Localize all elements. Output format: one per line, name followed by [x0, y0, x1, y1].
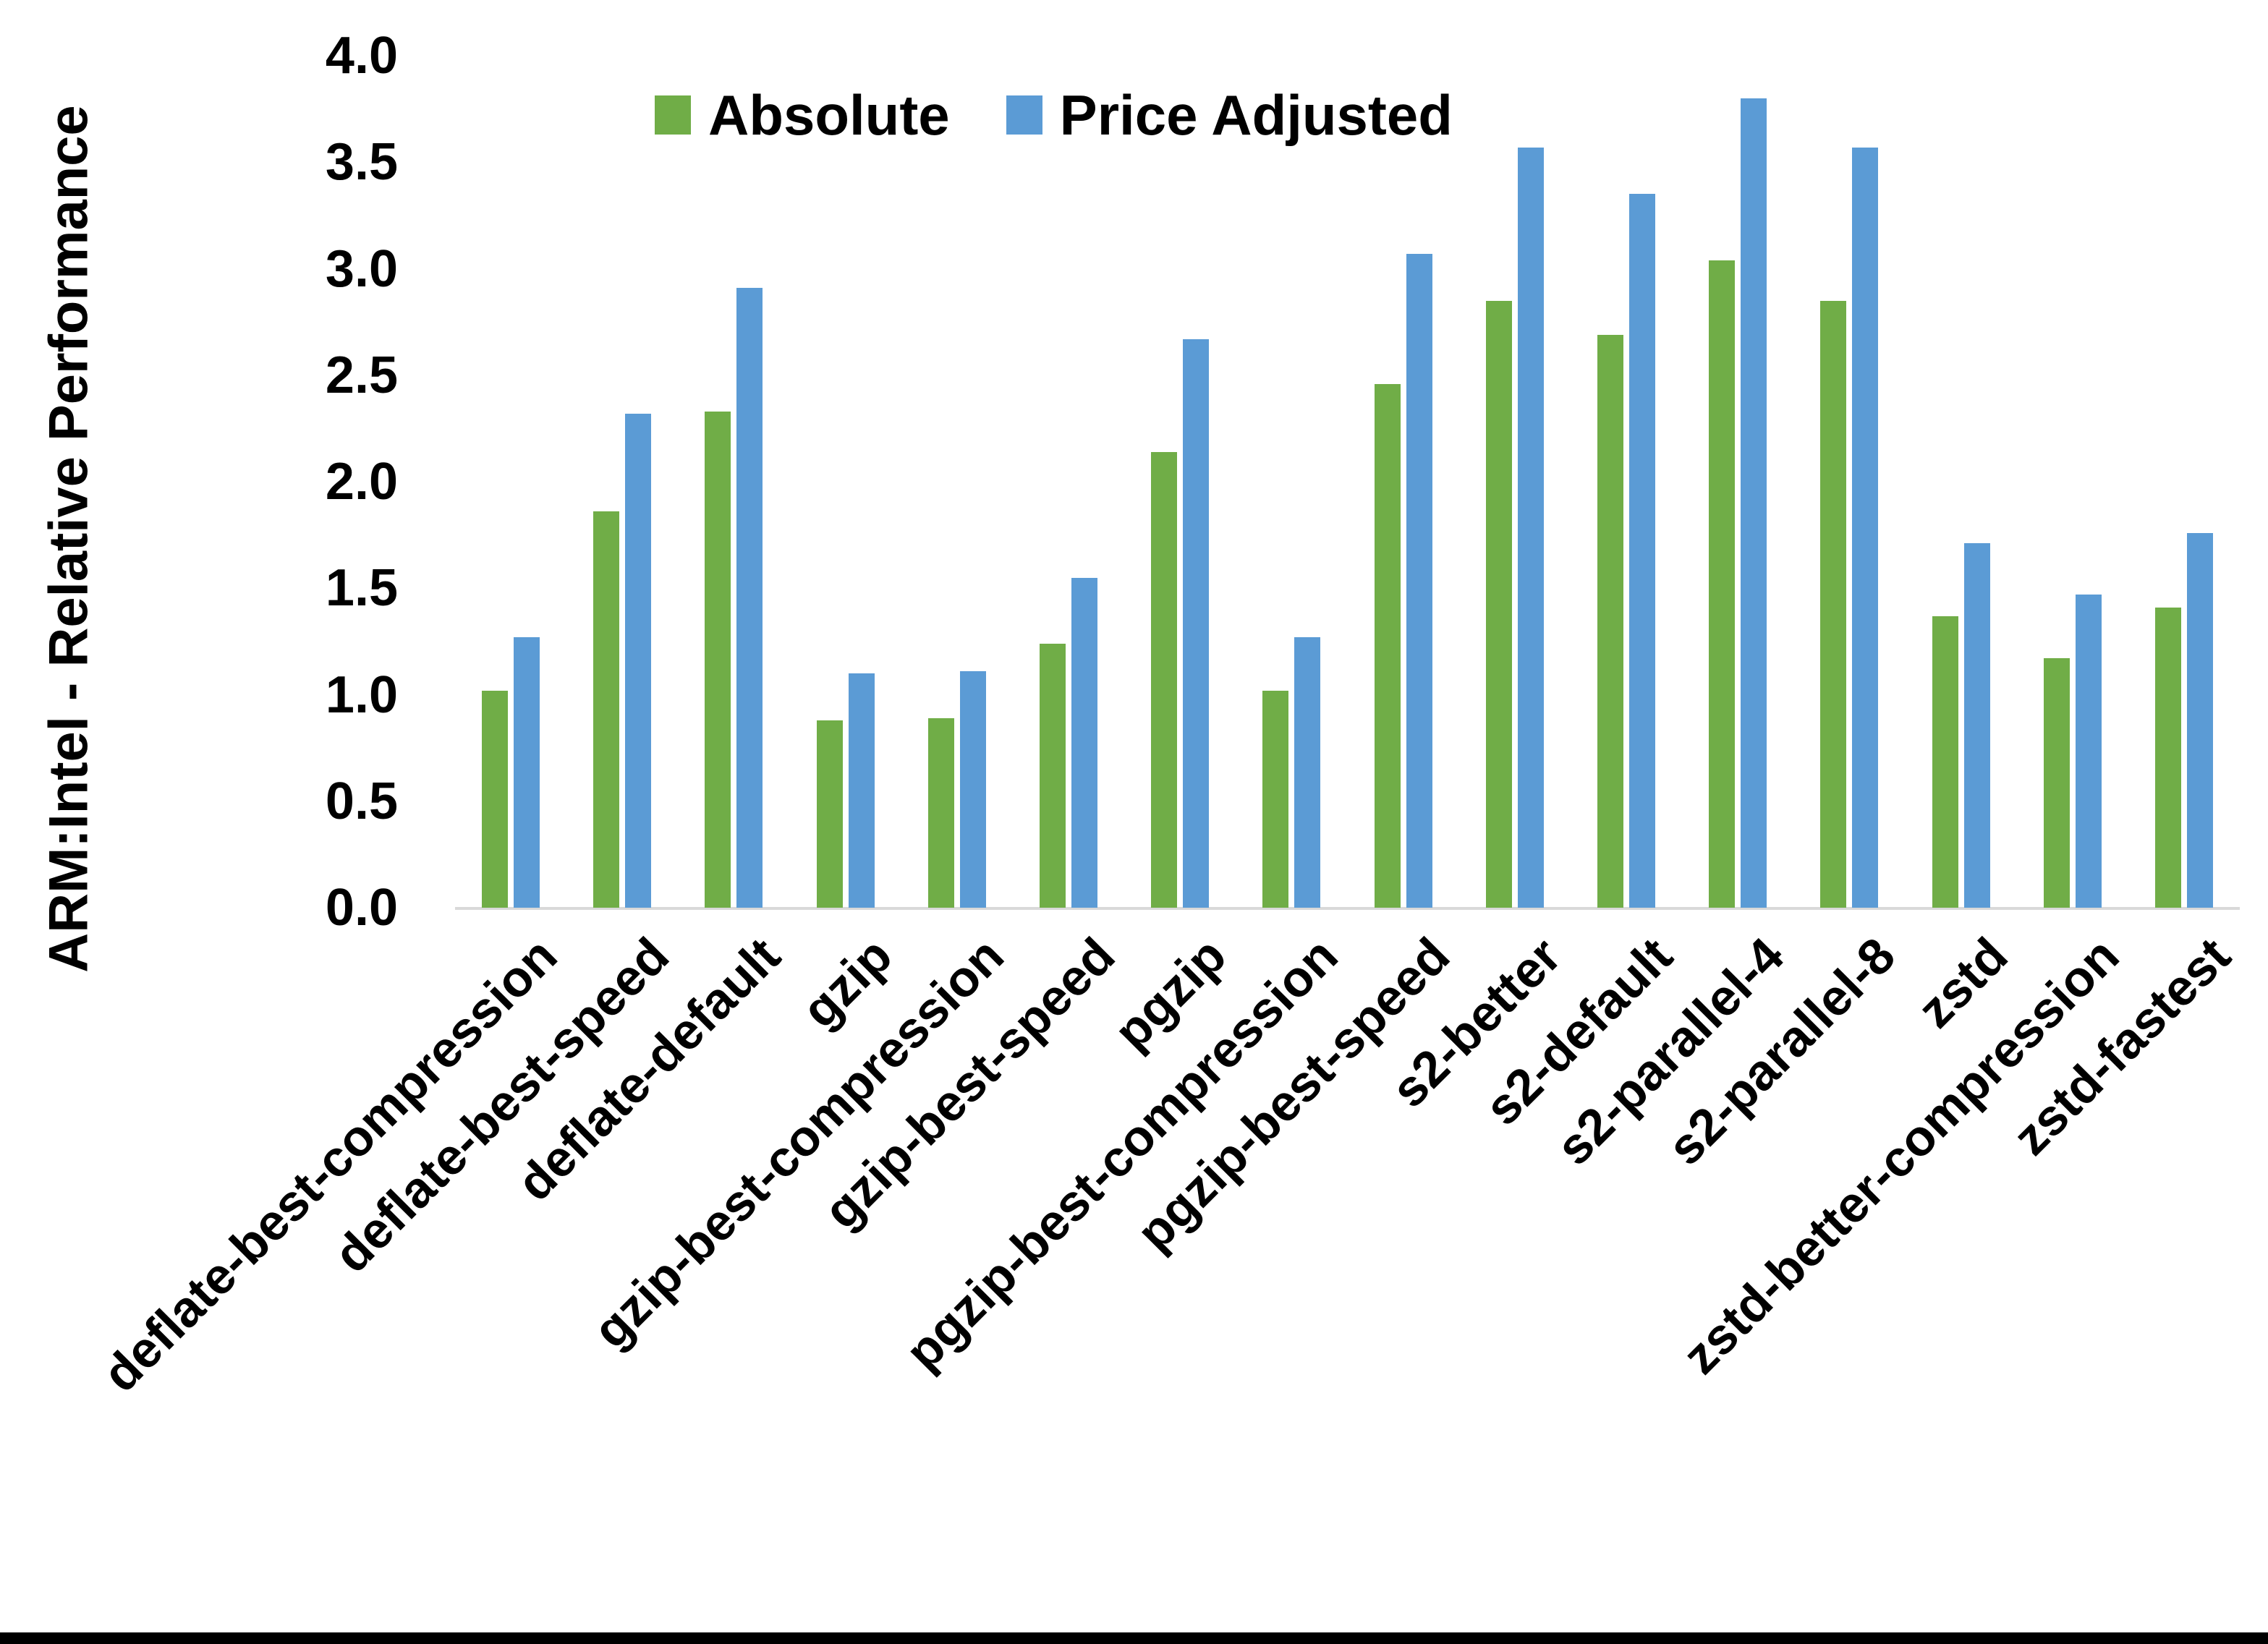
- y-tick-label: 2.5: [325, 346, 398, 404]
- bar-price-adjusted: [625, 414, 651, 908]
- x-tick-label: deflate-best-compression: [92, 927, 568, 1403]
- bar-absolute: [1820, 301, 1846, 908]
- bar-price-adjusted: [849, 673, 875, 908]
- bar-absolute: [928, 718, 954, 908]
- y-tick-label: 0.5: [325, 772, 398, 830]
- bar-price-adjusted: [736, 288, 763, 908]
- bar-price-adjusted: [1741, 98, 1767, 908]
- y-axis-title: ARM:Intel - Relative Performance: [38, 105, 100, 973]
- y-tick-label: 3.5: [325, 133, 398, 191]
- legend-item: Absolute: [655, 87, 950, 143]
- bar-price-adjusted: [1071, 578, 1097, 908]
- legend-label: Absolute: [708, 83, 950, 147]
- bar-absolute: [817, 720, 843, 908]
- y-tick-label: 4.0: [325, 27, 398, 85]
- x-axis-line: [455, 907, 2240, 910]
- bar-price-adjusted: [960, 671, 986, 908]
- bar-absolute: [1151, 452, 1177, 908]
- bar-absolute: [1375, 384, 1401, 908]
- y-tick-label: 2.0: [325, 453, 398, 511]
- bar-absolute: [482, 691, 508, 908]
- bar-price-adjusted: [1852, 148, 1878, 908]
- bar-absolute: [705, 412, 731, 908]
- bar-absolute: [2044, 658, 2070, 908]
- bar-price-adjusted: [1518, 148, 1544, 908]
- bar-price-adjusted: [1294, 637, 1320, 908]
- bar-absolute: [1709, 260, 1735, 908]
- bar-absolute: [2155, 608, 2181, 908]
- bar-absolute: [1262, 691, 1288, 908]
- y-tick-label: 1.0: [325, 666, 398, 724]
- bar-absolute: [593, 511, 619, 908]
- bar-price-adjusted: [2076, 595, 2102, 908]
- bar-absolute: [1597, 335, 1623, 908]
- legend-item: Price Adjusted: [1006, 87, 1453, 143]
- y-tick-label: 0.0: [325, 879, 398, 937]
- bar-price-adjusted: [2187, 533, 2213, 908]
- y-tick-label: 3.0: [325, 240, 398, 298]
- bar-price-adjusted: [1183, 339, 1209, 908]
- bar-price-adjusted: [1964, 543, 1990, 908]
- legend-swatch-icon: [1006, 95, 1042, 135]
- y-tick-label: 1.5: [325, 559, 398, 617]
- legend-swatch-icon: [655, 95, 691, 135]
- bar-price-adjusted: [1406, 254, 1432, 908]
- bottom-frame-line: [0, 1632, 2268, 1644]
- bar-absolute: [1040, 644, 1066, 908]
- bar-price-adjusted: [514, 637, 540, 908]
- bar-absolute: [1932, 616, 1958, 908]
- legend: Absolute Price Adjusted: [655, 87, 1453, 143]
- bar-absolute: [1486, 301, 1512, 908]
- bar-price-adjusted: [1629, 194, 1655, 908]
- legend-label: Price Adjusted: [1059, 83, 1453, 147]
